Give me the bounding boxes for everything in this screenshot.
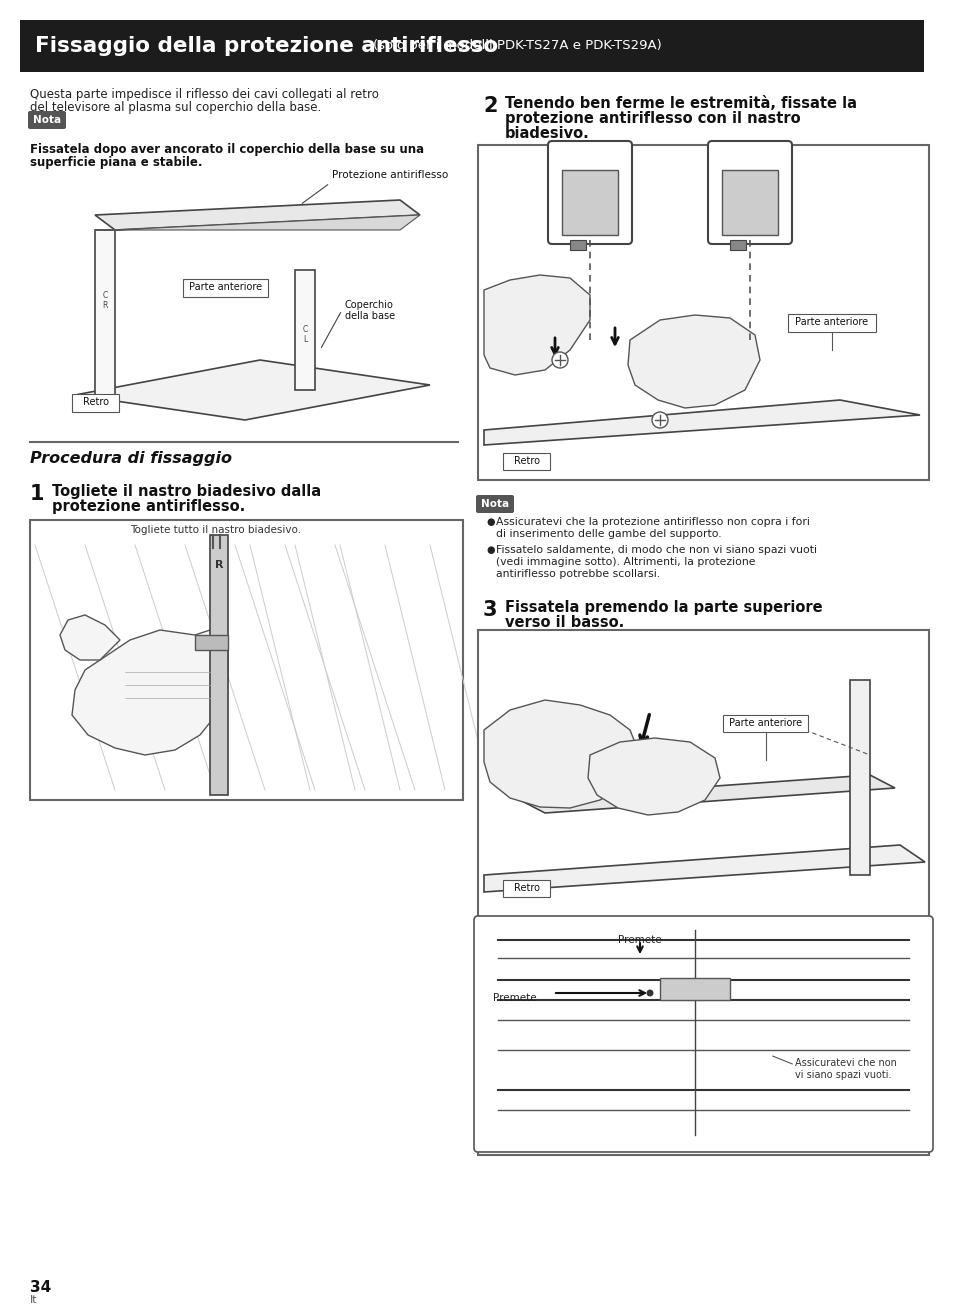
Polygon shape — [75, 361, 430, 420]
FancyBboxPatch shape — [788, 313, 876, 332]
FancyBboxPatch shape — [20, 20, 923, 72]
Text: (vedi immagine sotto). Altrimenti, la protezione: (vedi immagine sotto). Altrimenti, la pr… — [496, 557, 755, 567]
Polygon shape — [294, 270, 314, 390]
FancyBboxPatch shape — [476, 495, 514, 513]
Polygon shape — [60, 615, 120, 661]
FancyBboxPatch shape — [569, 240, 585, 250]
Text: Nota: Nota — [33, 114, 61, 125]
Text: Protezione antiriflesso: Protezione antiriflesso — [332, 170, 448, 180]
FancyBboxPatch shape — [477, 630, 928, 1155]
Text: Questa parte impedisce il riflesso dei cavi collegati al retro: Questa parte impedisce il riflesso dei c… — [30, 88, 378, 101]
Text: ●: ● — [485, 545, 494, 555]
Text: Premete: Premete — [493, 994, 536, 1003]
Text: della base: della base — [345, 311, 395, 321]
FancyBboxPatch shape — [721, 170, 778, 236]
Text: vi siano spazi vuoti.: vi siano spazi vuoti. — [794, 1070, 890, 1080]
Polygon shape — [210, 536, 228, 795]
Circle shape — [651, 412, 667, 428]
Text: Fissatelo saldamente, di modo che non vi siano spazi vuoti: Fissatelo saldamente, di modo che non vi… — [496, 545, 816, 555]
Polygon shape — [95, 215, 419, 230]
FancyBboxPatch shape — [547, 141, 631, 243]
FancyBboxPatch shape — [503, 453, 550, 470]
Polygon shape — [483, 845, 924, 892]
Text: 2: 2 — [482, 96, 497, 116]
Text: superficie piana e stabile.: superficie piana e stabile. — [30, 157, 202, 168]
Text: antiriflesso potrebbe scollarsi.: antiriflesso potrebbe scollarsi. — [496, 569, 659, 579]
Polygon shape — [519, 775, 894, 813]
Text: L: L — [302, 336, 307, 345]
FancyBboxPatch shape — [477, 145, 928, 480]
Text: C: C — [302, 325, 307, 334]
Text: 3: 3 — [482, 600, 497, 620]
FancyBboxPatch shape — [72, 393, 119, 412]
Text: Togliete il nastro biadesivo dalla: Togliete il nastro biadesivo dalla — [52, 484, 321, 499]
Text: Coperchio: Coperchio — [345, 300, 394, 311]
Text: It: It — [30, 1295, 37, 1305]
Polygon shape — [849, 680, 869, 875]
FancyBboxPatch shape — [729, 240, 745, 250]
Polygon shape — [587, 738, 720, 815]
Polygon shape — [95, 230, 115, 395]
Text: 1: 1 — [30, 484, 45, 504]
Text: Tenendo ben ferme le estremità, fissate la: Tenendo ben ferme le estremità, fissate … — [504, 96, 856, 111]
Polygon shape — [194, 636, 228, 650]
Circle shape — [552, 351, 567, 368]
Text: Parte anteriore: Parte anteriore — [729, 719, 801, 728]
Text: Premete: Premete — [618, 934, 661, 945]
FancyBboxPatch shape — [474, 916, 932, 1152]
FancyBboxPatch shape — [659, 978, 729, 1000]
Text: Fissaggio della protezione antiriflesso: Fissaggio della protezione antiriflesso — [35, 36, 497, 57]
FancyBboxPatch shape — [183, 279, 268, 296]
Text: C: C — [102, 291, 108, 300]
Text: Parte anteriore: Parte anteriore — [795, 317, 867, 326]
FancyBboxPatch shape — [30, 520, 462, 800]
Text: Assicuratevi che la protezione antiriflesso non copra i fori: Assicuratevi che la protezione antirifle… — [496, 517, 809, 526]
Text: Procedura di fissaggio: Procedura di fissaggio — [30, 450, 232, 466]
Text: ●: ● — [485, 517, 494, 526]
Polygon shape — [483, 400, 919, 445]
Text: (solo per i modelli PDK-TS27A e PDK-TS29A): (solo per i modelli PDK-TS27A e PDK-TS29… — [373, 39, 661, 53]
Text: Nota: Nota — [480, 499, 509, 509]
Text: protezione antiriflesso.: protezione antiriflesso. — [52, 499, 245, 515]
Polygon shape — [483, 275, 589, 375]
Text: R: R — [214, 561, 223, 570]
Text: Retro: Retro — [514, 457, 539, 466]
Text: Togliete tutto il nastro biadesivo.: Togliete tutto il nastro biadesivo. — [130, 525, 301, 536]
Text: 34: 34 — [30, 1280, 51, 1295]
Polygon shape — [95, 200, 419, 230]
Polygon shape — [627, 315, 760, 408]
Text: Retro: Retro — [514, 883, 539, 894]
Text: protezione antiriflesso con il nastro: protezione antiriflesso con il nastro — [504, 111, 800, 126]
Circle shape — [646, 990, 653, 996]
FancyBboxPatch shape — [707, 141, 791, 243]
FancyBboxPatch shape — [561, 170, 618, 236]
Text: verso il basso.: verso il basso. — [504, 615, 623, 630]
Polygon shape — [483, 700, 639, 808]
Text: del televisore al plasma sul coperchio della base.: del televisore al plasma sul coperchio d… — [30, 101, 321, 114]
Text: Fissatela dopo aver ancorato il coperchio della base su una: Fissatela dopo aver ancorato il coperchi… — [30, 143, 424, 157]
Text: Parte anteriore: Parte anteriore — [190, 282, 262, 292]
FancyBboxPatch shape — [503, 879, 550, 896]
Polygon shape — [71, 630, 228, 755]
Text: Retro: Retro — [83, 397, 109, 407]
FancyBboxPatch shape — [722, 715, 807, 732]
Text: Fissatela premendo la parte superiore: Fissatela premendo la parte superiore — [504, 600, 821, 615]
Text: Assicuratevi che non: Assicuratevi che non — [794, 1058, 896, 1069]
Text: biadesivo.: biadesivo. — [504, 126, 589, 141]
Text: R: R — [102, 300, 108, 309]
FancyBboxPatch shape — [28, 111, 66, 129]
Text: di inserimento delle gambe del supporto.: di inserimento delle gambe del supporto. — [496, 529, 720, 540]
